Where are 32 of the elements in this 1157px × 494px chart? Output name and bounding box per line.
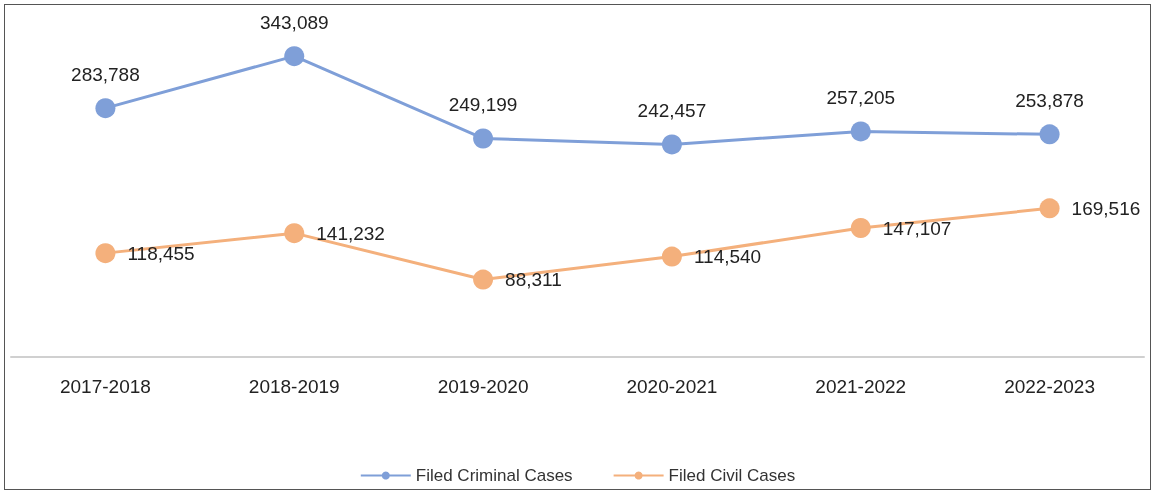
point [661,246,682,267]
point [473,128,494,149]
point [850,121,871,142]
x-tick-label: 2021-2022 [815,376,907,397]
data-label: 249,199 [448,94,518,116]
point [284,223,305,244]
x-tick-label: 2018-2019 [248,376,340,397]
x-tick-label: 2019-2020 [437,376,529,397]
data-label: 141,232 [316,222,385,244]
legend-label: Filed Criminal Cases [415,466,573,485]
data-label: 343,089 [259,12,329,34]
data-label: 88,311 [505,269,562,291]
data-label: 114,540 [693,246,762,268]
point [473,269,494,290]
point [95,98,116,119]
data-label: 147,107 [882,217,952,239]
point [850,218,871,238]
data-label: 118,455 [127,242,195,264]
data-label: 242,457 [637,100,707,122]
x-tick-label: 2020-2021 [626,376,718,397]
point [284,46,305,67]
x-tick-label: 2017-2018 [59,376,151,397]
point [95,243,116,264]
point [661,134,682,155]
data-label: 169,516 [1071,197,1141,219]
data-label: 257,205 [826,87,896,109]
data-label: 253,878 [1015,90,1084,112]
point [1039,198,1060,219]
point [1039,124,1060,145]
data-label: 283,788 [71,64,140,86]
legend-label: Filed Civil Cases [668,466,796,485]
x-tick-label: 2022-2023 [1004,376,1096,397]
